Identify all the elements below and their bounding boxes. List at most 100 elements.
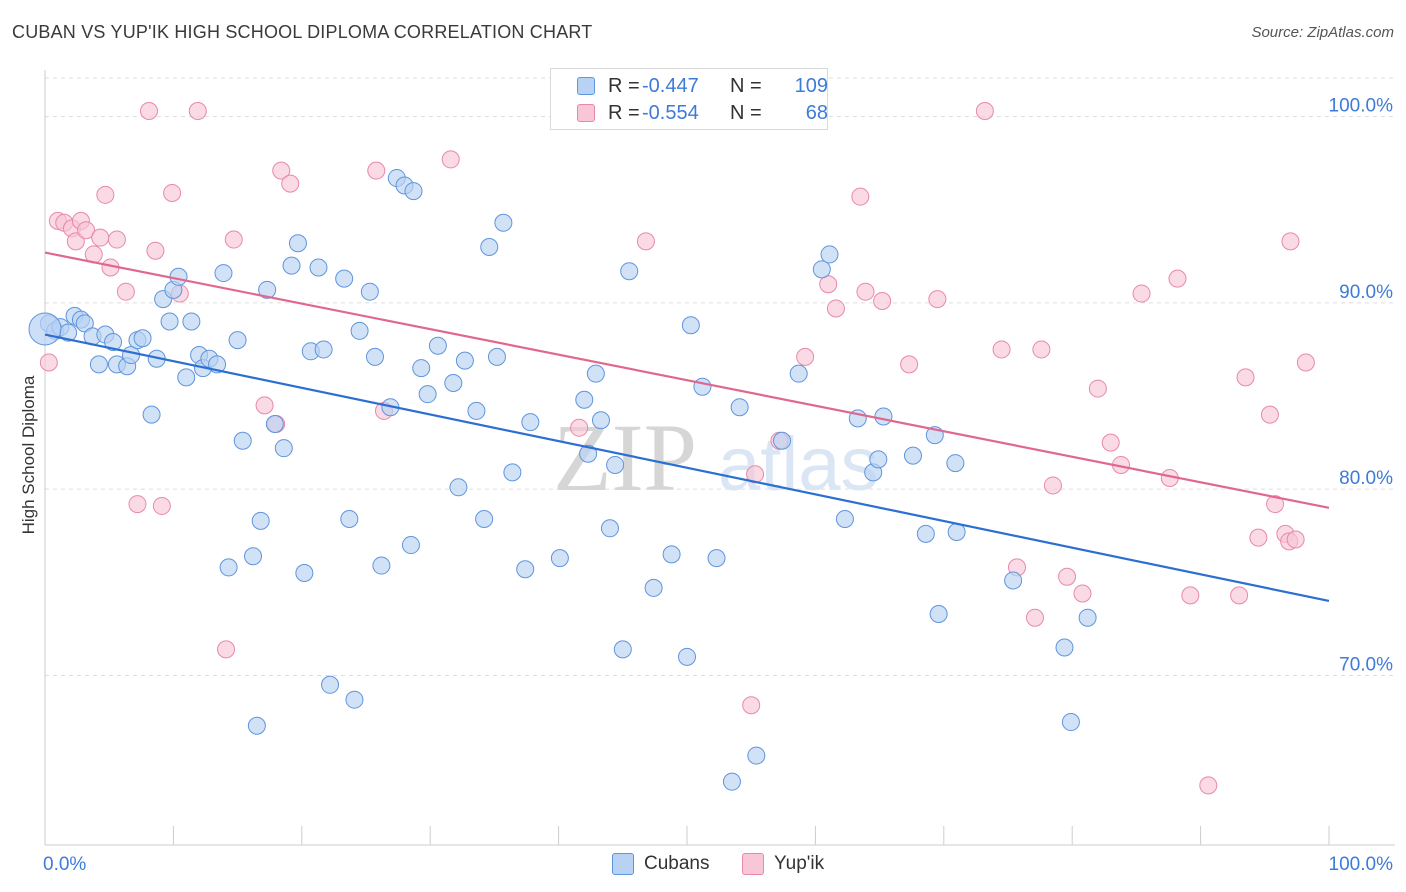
yupik-legend-label: Yup'ik [774,853,825,874]
yupik-point [91,228,110,247]
yupik-point [819,275,838,294]
cubans-point [449,478,468,497]
yupik-point [1286,530,1305,549]
yupik-point [163,183,182,202]
cubans-point [295,564,314,583]
cubans-point [747,746,766,765]
yupik-point [367,161,386,180]
yupik-point [281,174,300,193]
yupik-point [96,185,115,204]
cubans-point [812,260,831,279]
yupik-point [1199,776,1218,795]
x-tick-label: 100.0% [1329,854,1394,875]
y-axis-label: High School Diploma [19,375,38,534]
yupik-point [636,232,655,251]
yupik-point [1236,368,1255,387]
cubans-point [321,675,340,694]
cubans-point [314,340,333,359]
cubans-point [182,312,201,331]
cubans-point [309,258,328,277]
yupik-point [272,161,291,180]
cubans-point [1078,608,1097,627]
cubans-point [503,463,522,482]
watermark: ZIP atlas [553,404,879,511]
cubans-point [662,545,681,564]
yupik-point [992,340,1011,359]
cubans-point [247,716,266,735]
cubans-point [233,431,252,450]
cubans-point [412,359,431,378]
cubans-point [946,454,965,473]
r-value: -0.447 [642,75,699,97]
r-label: R = [608,102,640,124]
yupik-point [1181,586,1200,605]
cubans-point [480,237,499,256]
cubans-point [274,439,293,458]
cubans-point [874,407,893,426]
yupik-point [188,101,207,120]
yupik-point [1043,476,1062,495]
cubans-point [835,509,854,528]
cubans-point [160,312,179,331]
cubans-point [730,398,749,417]
cubans-point [169,267,188,286]
yupik-point [224,230,243,249]
yupik-point [856,282,875,301]
cubans-point [487,347,506,366]
yupik-point [1101,433,1120,452]
cubans-point [620,262,639,281]
cubans-point [947,523,966,542]
series-cubans-points [28,169,1097,791]
cubans-point [1061,713,1080,732]
cubans-point [282,256,301,275]
yupik-swatch [577,104,595,122]
yupik-point [1132,284,1151,303]
cubans-point [372,556,391,575]
yupik-point [826,299,845,318]
yupik-point [441,150,460,169]
yupik-point [1088,379,1107,398]
series-yupik-points [39,101,1315,795]
yupik-point [1260,405,1279,424]
cubans-point [586,364,605,383]
yupik-trend-line [44,251,1330,509]
yupik-point [1058,567,1077,586]
cubans-point [219,558,238,577]
cubans-point [903,446,922,465]
y-tick-label: 80.0% [1339,468,1393,489]
cubans-point [1055,638,1074,657]
cubans-point [467,401,486,420]
yupik-point [742,696,761,715]
cubans-point [265,414,284,433]
cubans-point [773,431,792,450]
cubans-point [365,347,384,366]
yupik-point [796,347,815,366]
cubans-point [579,444,598,463]
cubans-point [681,316,700,335]
yupik-point [928,290,947,309]
cubans-point [550,549,569,568]
cubans-point [678,647,696,666]
cubans-point [606,455,625,474]
cubans-point [345,690,364,709]
cubans-point [340,509,359,528]
axes [44,70,1395,846]
cubans-point [722,772,741,791]
cubans-point [1004,571,1023,590]
yupik-point [1266,495,1285,514]
yupik-point [116,282,135,301]
cubans-point [28,312,62,346]
cubans-point [401,536,420,555]
cubans-point [516,560,535,579]
cubans-point [335,269,354,288]
yupik-point [1230,586,1249,605]
n-value: 68 [805,102,828,124]
yupik-point [107,230,126,249]
r-value: -0.554 [642,102,699,124]
cubans-point [916,524,935,543]
yupik-point [146,241,165,260]
y-tick-label: 100.0% [1329,96,1394,117]
r-label: R = [608,75,640,97]
cubans-point [214,264,233,283]
yupik-point [77,221,96,240]
